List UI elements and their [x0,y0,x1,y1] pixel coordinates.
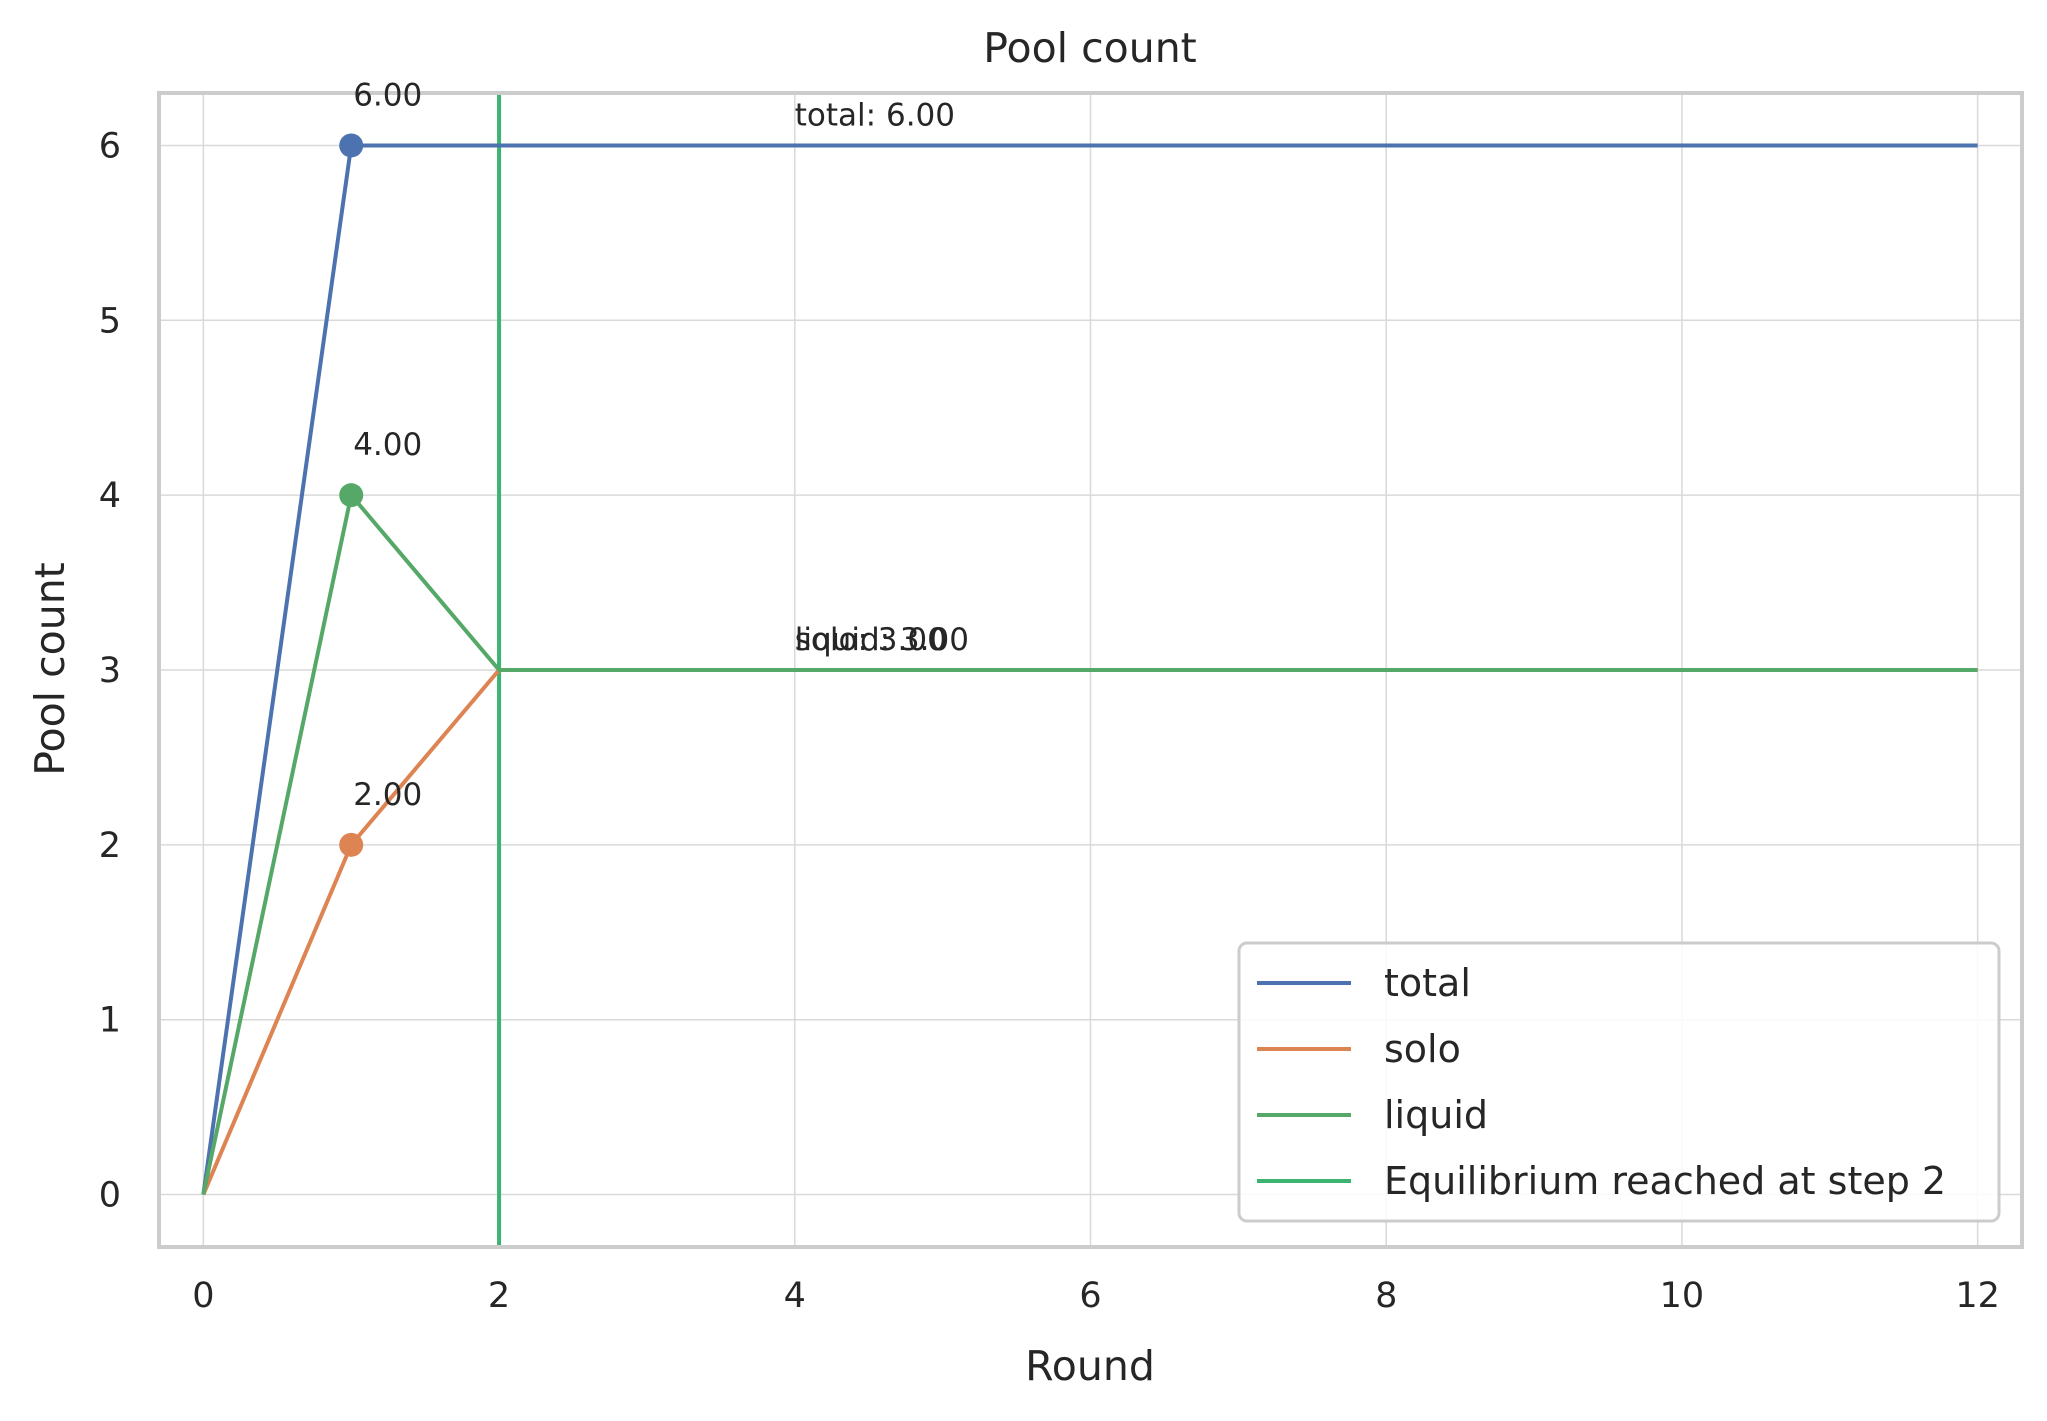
series-line-liquid [201,493,1978,1195]
annotations: 6.00 4.00 2.00 total: 6.00 solo: 3.00liquid:… [353,77,969,812]
data-label: 2.00 [353,777,422,813]
x-tick-label: 4 [784,1276,806,1316]
legend: total solo liquid Equilibrium reached at st… [1237,941,2001,1223]
y-tick-label: 6 [99,126,121,166]
series-line-total [201,143,1978,1195]
x-tick-label: 10 [1660,1276,1705,1316]
legend-label: solo [1384,1027,1461,1071]
y-tick-label: 2 [99,826,121,866]
plot-area [201,93,1978,1247]
x-tick-label: 8 [1375,1276,1397,1316]
legend-box [1237,941,2001,1223]
series-end-annotation: liquid: 3.00 [795,622,969,658]
y-axis-label: Pool count [26,562,74,776]
marker-liquid [339,483,364,508]
y-tick-label: 0 [99,1176,121,1216]
series-end-annotation: total: 6.00 [795,97,955,133]
y-tick-label: 4 [99,476,121,516]
marker-solo [339,832,364,857]
legend-label: total [1384,961,1471,1005]
y-tick-label: 5 [99,301,121,341]
legend-label: liquid [1384,1093,1488,1137]
y-tick-label: 3 [99,651,121,691]
x-tick-label: 6 [1079,1276,1101,1316]
legend-label: Equilibrium reached at step 2 [1384,1159,1946,1203]
plot-frame [157,91,2024,1249]
x-tick-label: 12 [1955,1276,2000,1316]
x-tick-label: 0 [192,1276,214,1316]
data-label: 6.00 [353,77,422,113]
series-end-annotation: solo: 3.00 [795,622,947,658]
data-label: 4.00 [353,427,422,463]
marker-total [339,133,364,158]
x-tick-label: 2 [488,1276,510,1316]
y-tick-label: 1 [99,1001,121,1041]
x-axis-label: Round [1025,1342,1155,1390]
chart-title: Pool count [983,24,1197,72]
